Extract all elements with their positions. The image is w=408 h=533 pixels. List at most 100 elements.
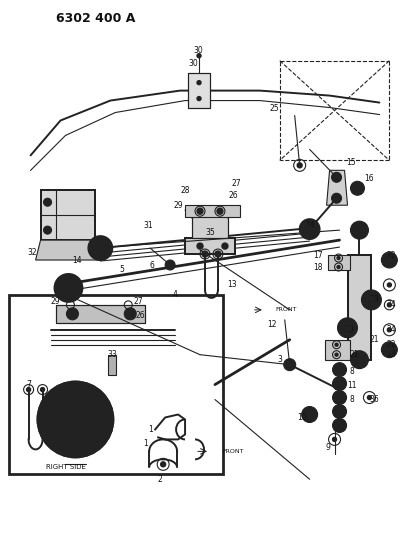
- Circle shape: [337, 423, 341, 427]
- Circle shape: [197, 80, 201, 85]
- Circle shape: [344, 324, 351, 332]
- Text: 22: 22: [387, 251, 396, 260]
- Circle shape: [44, 226, 51, 234]
- Circle shape: [387, 328, 391, 332]
- Text: 30: 30: [188, 59, 198, 68]
- Polygon shape: [328, 255, 350, 270]
- Bar: [185, 205, 240, 217]
- Text: 11: 11: [347, 381, 356, 390]
- Circle shape: [161, 462, 166, 467]
- Circle shape: [337, 256, 340, 260]
- Circle shape: [355, 186, 360, 191]
- Bar: [55, 305, 145, 323]
- Bar: [348, 255, 371, 360]
- Circle shape: [333, 438, 337, 441]
- Circle shape: [357, 357, 362, 362]
- Circle shape: [350, 221, 368, 239]
- Circle shape: [299, 219, 319, 239]
- Polygon shape: [35, 240, 100, 260]
- Bar: [55, 305, 145, 323]
- Circle shape: [350, 181, 364, 195]
- Text: 35: 35: [205, 228, 215, 237]
- Circle shape: [337, 382, 341, 385]
- Text: 21: 21: [350, 350, 359, 359]
- Circle shape: [168, 263, 172, 267]
- Text: RIGHT SIDE: RIGHT SIDE: [46, 464, 85, 470]
- Polygon shape: [325, 340, 350, 360]
- Circle shape: [368, 395, 371, 400]
- Circle shape: [335, 343, 338, 346]
- Text: 21: 21: [370, 335, 379, 344]
- Text: 26: 26: [228, 191, 238, 200]
- Circle shape: [44, 198, 51, 206]
- Circle shape: [381, 252, 397, 268]
- Text: 6: 6: [150, 261, 155, 270]
- Text: 5: 5: [120, 265, 125, 274]
- Circle shape: [335, 175, 339, 179]
- Circle shape: [357, 227, 362, 233]
- Text: 16: 16: [365, 174, 374, 183]
- Text: 19: 19: [370, 295, 379, 304]
- Text: 25: 25: [270, 104, 279, 113]
- Circle shape: [67, 308, 78, 320]
- Text: 26: 26: [135, 311, 145, 320]
- Text: 36: 36: [370, 395, 379, 404]
- Circle shape: [215, 251, 221, 257]
- Text: 12: 12: [267, 320, 277, 329]
- Circle shape: [64, 283, 73, 293]
- Text: 31: 31: [143, 221, 153, 230]
- Text: 29: 29: [51, 297, 60, 306]
- Circle shape: [284, 359, 296, 370]
- Circle shape: [124, 308, 136, 320]
- Circle shape: [302, 407, 317, 423]
- Circle shape: [332, 193, 341, 203]
- Circle shape: [197, 96, 201, 101]
- Text: FRONT: FRONT: [276, 308, 297, 312]
- Circle shape: [197, 208, 203, 214]
- Circle shape: [27, 387, 31, 392]
- Circle shape: [333, 418, 346, 432]
- Text: FRONT: FRONT: [222, 449, 244, 454]
- Circle shape: [197, 243, 203, 249]
- Bar: [109, 354, 116, 375]
- Bar: [192, 215, 228, 238]
- Circle shape: [46, 201, 49, 204]
- Text: 33: 33: [107, 350, 117, 359]
- Circle shape: [335, 196, 339, 200]
- Circle shape: [335, 353, 338, 356]
- Text: 1: 1: [148, 425, 153, 434]
- Circle shape: [337, 265, 340, 269]
- Circle shape: [297, 163, 302, 168]
- Bar: [188, 72, 210, 108]
- Circle shape: [333, 405, 346, 418]
- Text: 14: 14: [73, 255, 82, 264]
- Text: 27: 27: [133, 297, 143, 306]
- Text: 32: 32: [28, 247, 38, 256]
- Circle shape: [202, 251, 208, 257]
- Circle shape: [337, 368, 341, 372]
- Circle shape: [337, 318, 357, 338]
- Text: 27: 27: [231, 179, 241, 188]
- Text: 2: 2: [158, 475, 162, 484]
- Circle shape: [217, 208, 223, 214]
- Polygon shape: [40, 190, 95, 240]
- Circle shape: [332, 172, 341, 182]
- Bar: [9, 295, 223, 474]
- Text: 17: 17: [313, 251, 322, 260]
- Text: 3: 3: [277, 355, 282, 364]
- Text: 8: 8: [349, 367, 354, 376]
- Circle shape: [128, 312, 132, 316]
- Text: 15: 15: [347, 158, 356, 167]
- Circle shape: [197, 54, 201, 58]
- Circle shape: [287, 362, 292, 367]
- Circle shape: [40, 387, 44, 392]
- Circle shape: [337, 409, 341, 414]
- Circle shape: [306, 225, 313, 232]
- Circle shape: [222, 243, 228, 249]
- Text: 9: 9: [325, 443, 330, 452]
- Bar: [348, 255, 371, 360]
- Bar: [192, 215, 228, 238]
- Circle shape: [361, 290, 381, 310]
- Circle shape: [165, 260, 175, 270]
- Text: 20: 20: [345, 325, 354, 334]
